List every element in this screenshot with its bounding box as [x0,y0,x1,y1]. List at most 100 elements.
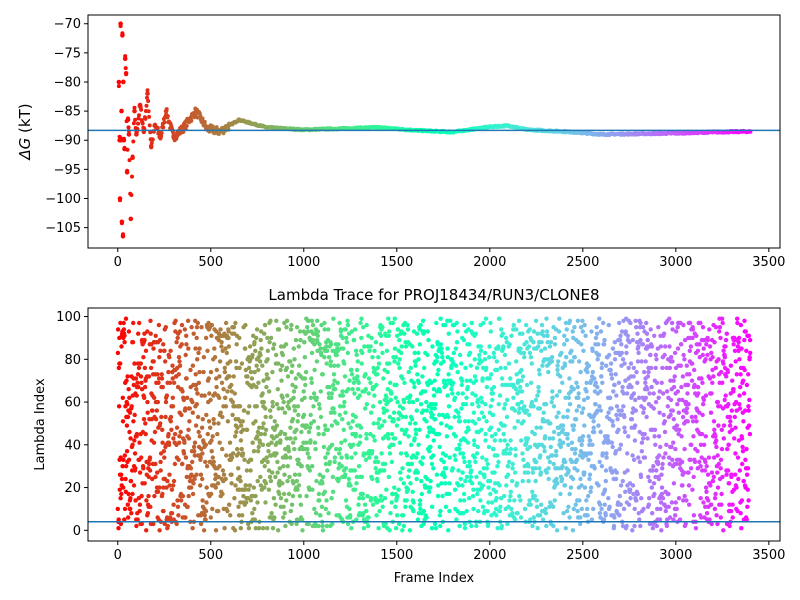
lambda-point [349,372,355,377]
lambda-point [126,515,131,520]
lambda-point [632,423,638,428]
lambda-point [527,327,532,332]
lambda-point [370,355,375,360]
lambda-point [193,372,198,377]
lambda-point [331,316,336,321]
lambda-point [491,350,496,356]
lambda-point [131,320,136,326]
lambda-point [425,476,430,482]
lambda-point [249,457,254,462]
lambda-point [328,359,333,364]
lambda-point [744,446,749,452]
lambda-point [137,508,142,514]
lambda-point [268,414,273,420]
lambda-point [118,496,123,501]
lambda-point [562,333,567,338]
lambda-point [119,344,124,349]
lambda-point [480,504,486,509]
lambda-point [394,333,400,338]
lambda-point [158,348,163,353]
delta-g-point [506,123,511,128]
lambda-point [563,395,568,400]
lambda-point [454,340,460,345]
lambda-point [324,348,330,353]
lambda-point [305,325,310,330]
lambda-point [746,408,751,413]
lambda-point [622,425,627,430]
lambda-point [397,357,402,362]
delta-g-point [202,119,207,124]
lambda-point [654,468,659,473]
lambda-point [161,485,166,490]
lambda-point [304,423,309,428]
lambda-point [163,325,168,330]
lambda-point [399,427,405,432]
lambda-point [525,470,531,475]
lambda-point [253,348,258,353]
lambda-point [514,359,519,364]
lambda-point [447,481,452,486]
lambda-point [737,402,742,407]
lambda-point [669,355,674,360]
lambda-point [563,459,568,465]
lambda-point [516,410,522,415]
lambda-point [747,337,753,343]
lambda-point [569,440,575,445]
lambda-point [424,399,429,405]
lambda-point [398,476,403,482]
lambda-point [501,344,506,349]
delta-g-y-tick-label: −75 [54,46,81,61]
lambda-point [628,496,633,501]
lambda-point [299,464,304,469]
lambda-point [656,434,662,439]
lambda-point [234,365,239,371]
lambda-point [369,449,375,454]
lambda-point [397,440,403,445]
lambda-point [403,414,408,420]
lambda-point [218,327,223,332]
lambda-point [306,429,312,435]
lambda-point [121,327,127,332]
delta-g-x-tick-label: 1000 [287,255,320,270]
lambda-point [198,521,204,527]
lambda-point [571,427,576,432]
delta-g-point [121,137,127,143]
lambda-point [682,357,687,362]
lambda-point [518,515,524,520]
delta-g-points [116,21,753,239]
lambda-point [647,478,652,484]
lambda-point [580,455,585,460]
lambda-point [538,513,543,518]
lambda-point [209,491,214,497]
lambda-point [431,393,437,398]
lambda-point [708,483,713,488]
lambda-point [674,506,679,512]
lambda-point [400,406,406,411]
lambda-point [258,474,263,480]
lambda-point [701,402,706,407]
lambda-point [293,384,298,390]
lambda-point [505,521,510,527]
lambda-point [364,436,369,441]
lambda-point [491,384,497,390]
delta-g-point [119,219,125,225]
lambda-point [302,395,307,400]
lambda-point [249,376,255,381]
lambda-point [374,455,379,460]
lambda-point [322,355,327,360]
lambda-point [382,419,387,424]
lambda-point [530,489,535,494]
lambda-point [492,355,497,360]
lambda-point [280,352,285,358]
lambda-point [371,404,376,409]
lambda-point [612,340,617,345]
lambda-point [740,444,745,450]
lambda-point [475,491,480,497]
lambda-point [403,344,409,349]
lambda-point [653,365,658,371]
delta-g-point [127,158,132,163]
lambda-point [419,478,424,484]
delta-g-point [148,130,153,135]
lambda-point [529,380,534,385]
lambda-point [208,397,213,403]
